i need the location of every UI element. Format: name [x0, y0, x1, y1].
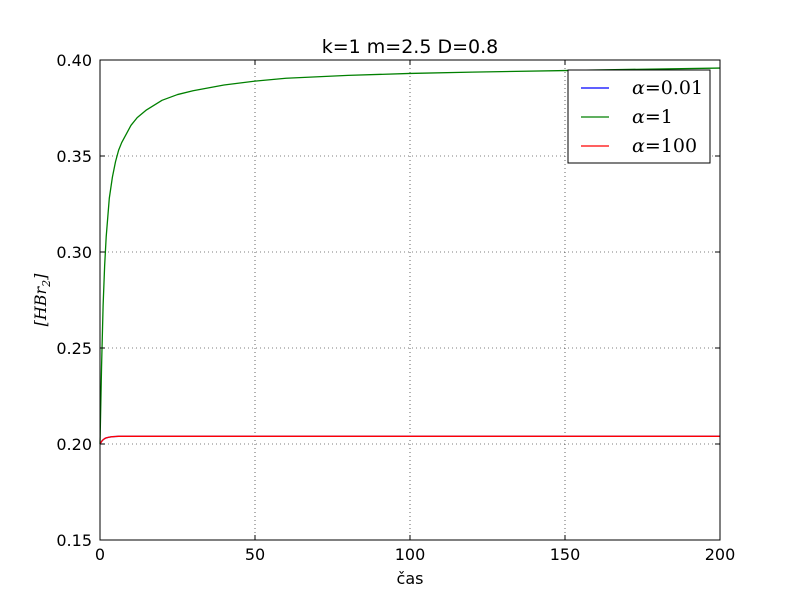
x-tick-label: 0 — [95, 545, 105, 564]
legend-label-3: α=100 — [632, 135, 697, 157]
y-axis-label-sub: 2 — [40, 280, 53, 288]
x-tick-label: 100 — [395, 545, 426, 564]
y-tick-label: 0.25 — [56, 339, 92, 358]
legend-label-var: α — [632, 77, 645, 99]
series-line-3 — [99, 435, 720, 445]
legend-label-op: = — [645, 77, 661, 99]
legend-label-2: α=1 — [632, 106, 673, 128]
chart-title: k=1 m=2.5 D=0.8 — [322, 36, 499, 58]
y-tick-label: 0.15 — [56, 531, 92, 550]
legend-entries: α=0.01α=1α=100 — [581, 77, 703, 157]
y-axis-label: [HBr2] — [31, 273, 53, 327]
legend-label-val: 100 — [661, 135, 697, 157]
legend-label-op: = — [645, 106, 661, 128]
legend-label-var: α — [632, 106, 645, 128]
y-axis-label-main: HBr — [31, 285, 50, 321]
x-tick-label: 200 — [705, 545, 736, 564]
x-tick-labels: 0 50 100 150 200 — [95, 545, 735, 564]
y-tick-label: 0.30 — [56, 243, 92, 262]
legend-label-var: α — [632, 135, 645, 157]
plot-frame — [99, 59, 721, 541]
y-axis-label-open: [ — [31, 319, 50, 326]
y-tick-label: 0.35 — [56, 147, 92, 166]
x-tick-label: 150 — [550, 545, 581, 564]
legend-label-op: = — [645, 135, 661, 157]
x-tick-label: 50 — [245, 545, 265, 564]
legend-label-1: α=0.01 — [632, 77, 703, 99]
legend-label-val: 0.01 — [661, 77, 703, 99]
plot-series — [99, 67, 721, 445]
legend-label-val: 1 — [661, 106, 673, 128]
y-tick-label: 0.20 — [56, 435, 92, 454]
legend: α=0.01α=1α=100 — [567, 69, 711, 164]
y-axis-label-close: ] — [31, 273, 50, 281]
y-tick-labels: 0.15 0.20 0.25 0.30 0.35 0.40 — [56, 51, 92, 550]
y-tick-label: 0.40 — [56, 51, 92, 70]
x-axis-label: čas — [397, 569, 424, 588]
series-line-2 — [99, 67, 721, 445]
